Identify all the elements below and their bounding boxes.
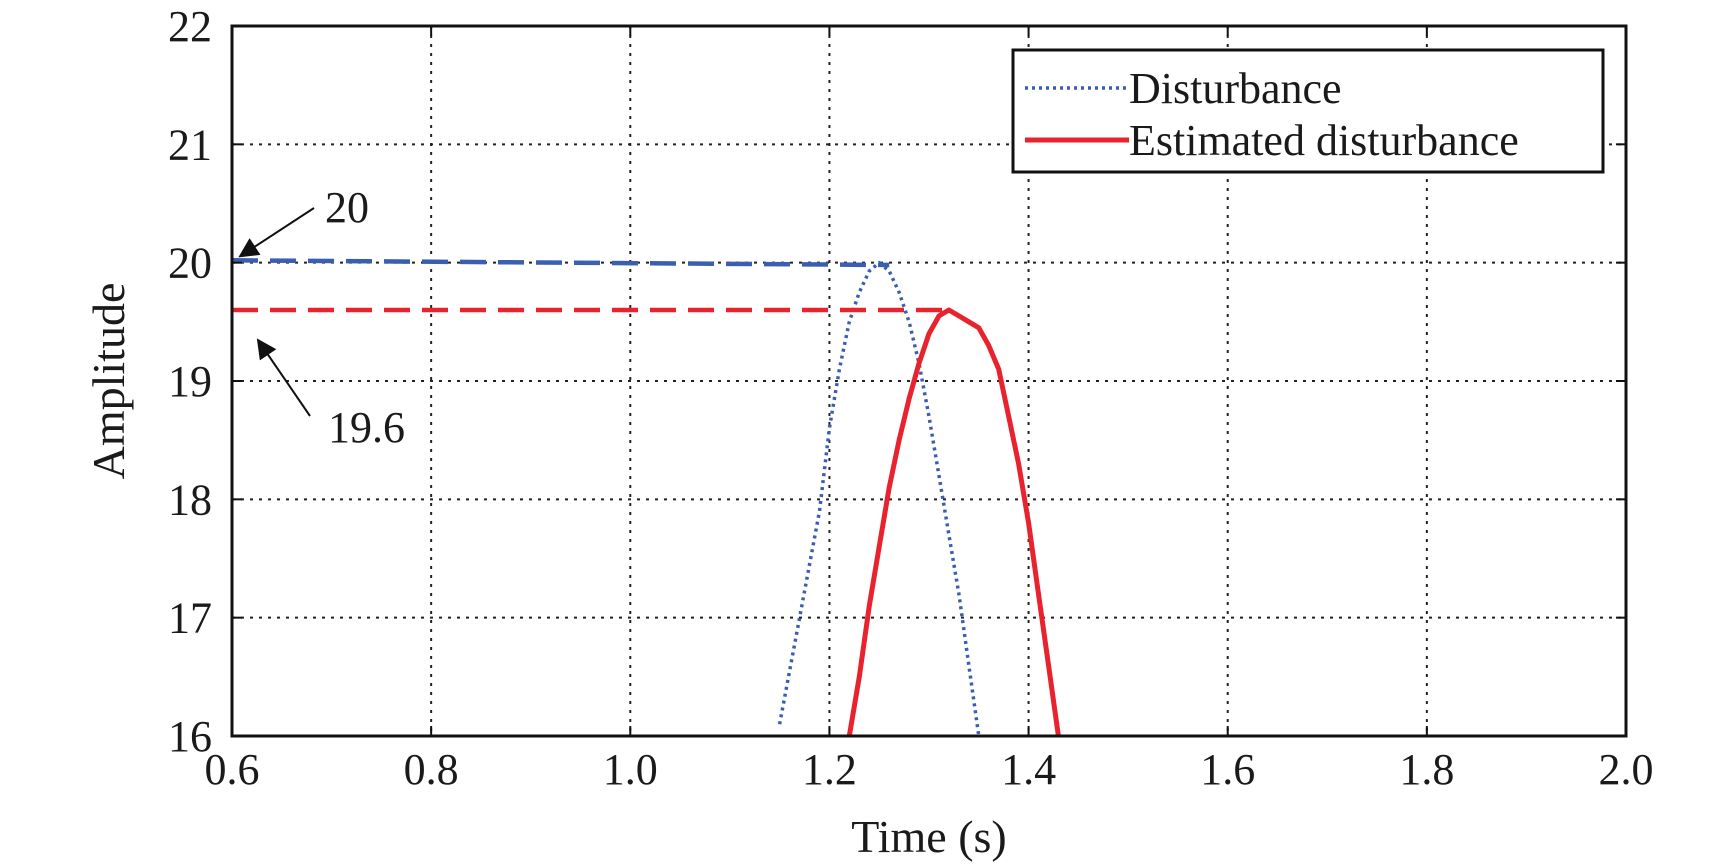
y-tick-label: 21 [168, 120, 212, 169]
series-layer [232, 258, 1061, 736]
x-axis-title: Time (s) [851, 811, 1007, 862]
legend-label: Estimated disturbance [1129, 116, 1519, 165]
annotation-label: 19.6 [328, 403, 405, 452]
series-line-3 [232, 258, 890, 268]
x-tick-label: 0.8 [404, 745, 459, 794]
annotation-arrow [238, 207, 315, 258]
y-axis-title: Amplitude [83, 283, 134, 480]
legend-box [1011, 48, 1605, 174]
x-tick-label: 1.0 [603, 745, 658, 794]
y-tick-label: 22 [168, 2, 212, 51]
axis-ticks: 0.6 0.8 1.0 1.2 1.4 1.6 1.8 2.0 16 17 18 19 20 21 22 [168, 2, 1654, 794]
y-tick-label: 16 [168, 712, 212, 761]
legend-label: Disturbance [1129, 64, 1342, 113]
series-line-2 [846, 307, 1061, 736]
x-tick-label: 1.4 [1001, 745, 1056, 794]
annotations: 20 19.6 [238, 183, 405, 452]
y-tick-label: 20 [168, 239, 212, 288]
y-tick-label: 18 [168, 475, 212, 524]
x-tick-label: 1.6 [1200, 745, 1255, 794]
x-tick-label: 1.2 [802, 745, 857, 794]
y-tick-label: 19 [168, 357, 212, 406]
annotation-arrow [256, 338, 311, 417]
x-tick-label: 2.0 [1599, 745, 1654, 794]
x-tick-label: 1.8 [1399, 745, 1454, 794]
annotation-label: 20 [325, 183, 369, 232]
y-tick-label: 17 [168, 594, 212, 643]
x-tick-label: 0.6 [205, 745, 260, 794]
